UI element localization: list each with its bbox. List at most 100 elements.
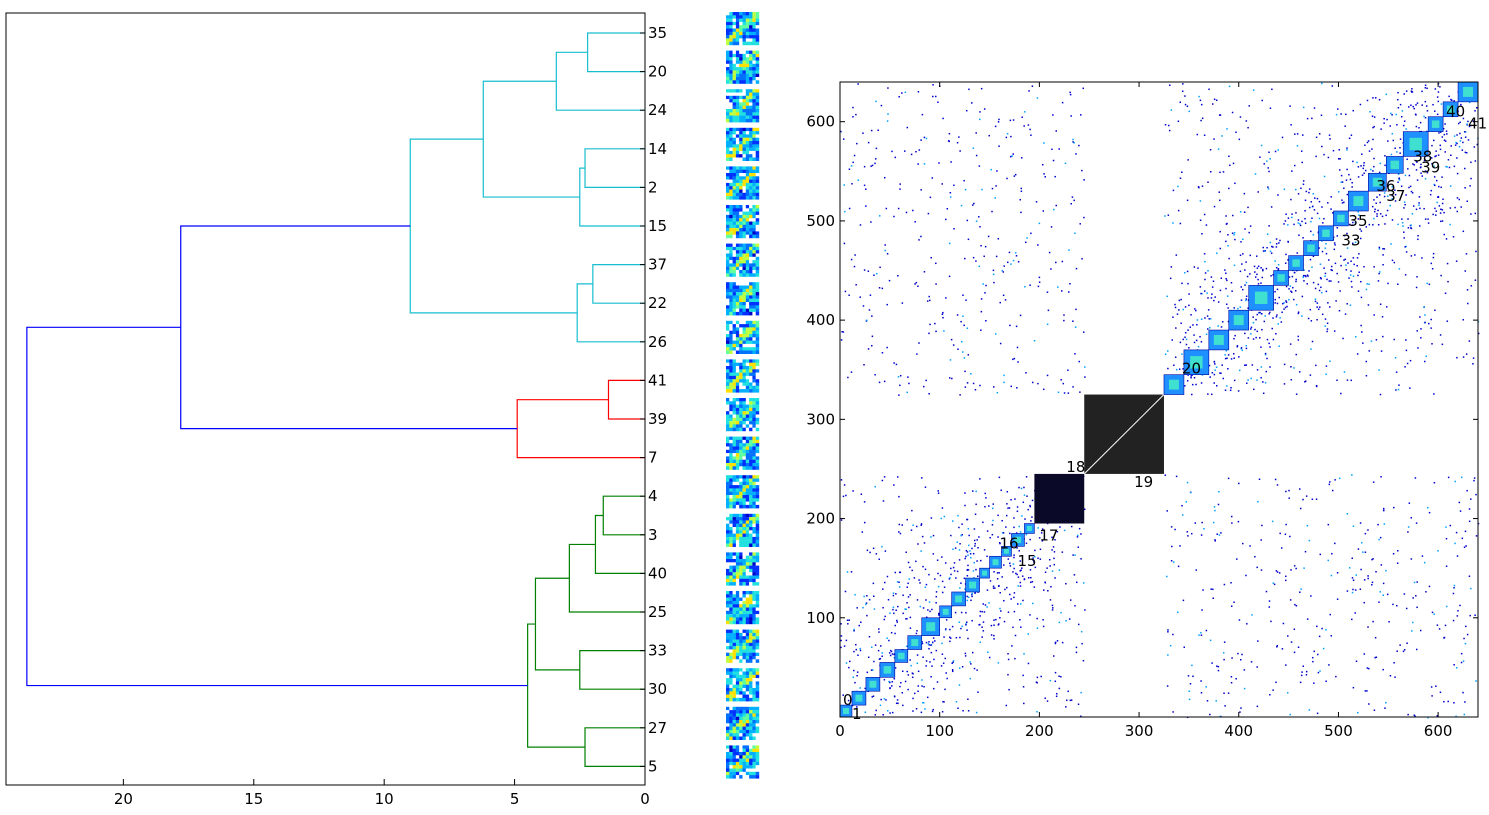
heatmap-point [1227,692,1230,694]
thumbnail-cell [745,147,750,152]
heatmap-point [883,380,886,383]
heatmap-point [1403,124,1405,127]
heatmap-point [1014,252,1017,254]
heatmap-point [1308,709,1311,711]
heatmap-point [1164,474,1167,476]
thumbnail-cell [742,273,746,277]
thumbnail-cell [732,736,737,740]
thumbnail-cell [742,582,746,586]
leaf-label-2: 2 [648,178,658,196]
heatmap-point [1181,514,1184,516]
heatmap-point [1326,322,1329,325]
heatmap-point [920,523,923,525]
heatmap-point [999,591,1001,594]
heatmap-point [891,711,894,714]
thumbnail-cell [739,597,743,602]
heatmap-point [945,672,947,674]
heatmap-point [855,648,857,651]
heatmap-point [1269,346,1271,348]
thumbnail-cell [742,761,746,766]
thumbnail-cell [749,57,753,61]
heatmap-point [1352,525,1355,528]
thumbnail-cell [739,73,743,78]
thumbnail-cell [749,372,753,377]
heatmap-point [1183,271,1186,274]
heatmap-point [1315,364,1317,367]
heatmap-point [958,621,961,624]
thumbnail-cell [729,382,733,386]
heatmap-point [873,274,875,276]
thumbnail-cell [726,752,730,756]
heatmap-point [986,606,988,608]
heatmap-point [1200,318,1203,321]
heatmap-point [1258,311,1261,314]
heatmap-point [1411,621,1414,624]
heatmap-point [1397,98,1399,101]
thumbnail-cell [732,31,737,36]
thumbnail-cell [755,720,760,724]
thumbnail-cell [745,298,750,303]
thumbnail-cell [745,320,750,325]
heatmap-point [1299,507,1302,510]
thumbnail-cell [726,256,730,261]
heatmap-point [943,330,945,332]
heatmap-point [1312,281,1315,284]
heatmap-point [977,547,979,549]
thumbnail-cell [752,530,756,534]
heatmap-point [1080,691,1082,694]
heatmap-point [1357,176,1360,178]
thumbnail-cell [752,28,756,32]
heatmap-point [1379,393,1382,396]
heatmap-point [1274,478,1277,481]
thumbnail-cell [745,285,750,289]
heatmap-point [1222,377,1225,380]
heatmap-point [1466,123,1468,125]
heatmap-point [852,106,854,109]
thumbnail-cell [735,617,740,621]
thumbnail-cell [729,540,733,544]
thumbnail-cell [745,288,750,293]
heatmap-point [851,183,853,185]
thumbnail-cell [729,298,733,303]
thumbnail-cell [745,678,750,682]
thumbnail-cell [749,73,753,78]
dense-block-diagonal [1083,394,1165,475]
heatmap-point [1397,91,1399,94]
thumbnail-cell [735,372,740,377]
heatmap-point [1277,194,1279,196]
thumbnail-cell [752,273,756,277]
thumbnail-cell [755,141,760,145]
heatmap-point [1348,277,1350,279]
heatmap-point [866,614,868,617]
heatmap-point [1179,341,1182,344]
thumbnail-cell [729,536,733,541]
heatmap-point [868,309,871,311]
thumbnail-cell [752,359,756,363]
heatmap-point [1289,599,1292,601]
heatmap-point [883,678,886,681]
thumbnail-cell [729,414,733,418]
heatmap-point [932,95,934,98]
thumbnail-cell [726,144,730,148]
heatmap-point [1460,476,1463,479]
heatmap-point [1315,136,1318,139]
heatmap-point [1428,283,1431,286]
thumbnail-cell [739,263,743,267]
heatmap-point [908,382,910,385]
heatmap-point [1346,590,1349,592]
thumbnail-cell [726,659,730,663]
thumbnail-cell [749,35,753,39]
heatmap-point [1372,224,1374,226]
thumbnail-cell [749,118,753,123]
thumbnail-cell [732,324,737,328]
thumbnail-cell [735,214,740,219]
heatmap-point [1324,318,1327,320]
thumbnail-cell [752,221,756,225]
heatmap-point [1418,196,1421,198]
thumbnail-cell [735,594,740,598]
thumbnail-cell [729,629,733,634]
heatmap-point [909,566,911,569]
heatmap-point [1252,321,1255,324]
heatmap-point [1014,498,1016,500]
thumbnail-cell [752,25,756,29]
